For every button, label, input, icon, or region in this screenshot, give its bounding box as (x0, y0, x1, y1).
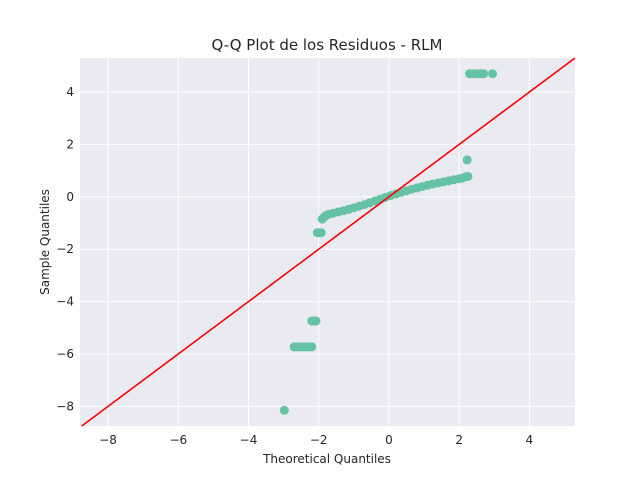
data-point-47 (462, 155, 472, 165)
y-tick-label-0: −8 (56, 399, 74, 413)
x-tick-label-1: −6 (169, 433, 187, 447)
x-tick-label-5: 2 (455, 433, 463, 447)
x-tick-label-2: −4 (240, 433, 258, 447)
x-tick-labels: −8 −6 −4 −2 0 2 4 (99, 433, 533, 447)
y-axis-label: Sample Quantiles (38, 189, 52, 295)
y-tick-label-6: 4 (66, 85, 74, 99)
grid-lines (80, 58, 575, 426)
x-tick-label-3: −2 (310, 433, 328, 447)
y-tick-label-3: −2 (56, 242, 74, 256)
reference-line-group (81, 57, 576, 427)
data-point-46 (463, 171, 473, 181)
y-tick-label-4: 0 (66, 190, 74, 204)
x-axis-label: Theoretical Quantiles (262, 452, 391, 466)
y-tick-label-1: −6 (56, 347, 74, 361)
data-point-11 (311, 316, 321, 326)
data-point-0 (279, 405, 289, 415)
x-tick-label-6: 4 (526, 433, 534, 447)
reference-line (81, 57, 576, 427)
x-tick-label-0: −8 (99, 433, 117, 447)
y-tick-labels: −8 −6 −4 −2 0 2 4 (56, 85, 74, 413)
data-point-53 (479, 69, 489, 79)
data-point-14 (316, 228, 326, 238)
x-tick-label-4: 0 (385, 433, 393, 447)
chart-title: Q-Q Plot de los Residuos - RLM (212, 36, 443, 54)
data-points (279, 69, 497, 415)
data-point-54 (488, 69, 497, 79)
y-tick-label-2: −4 (56, 295, 74, 309)
data-point-8 (307, 342, 317, 352)
y-tick-label-5: 2 (66, 137, 74, 151)
